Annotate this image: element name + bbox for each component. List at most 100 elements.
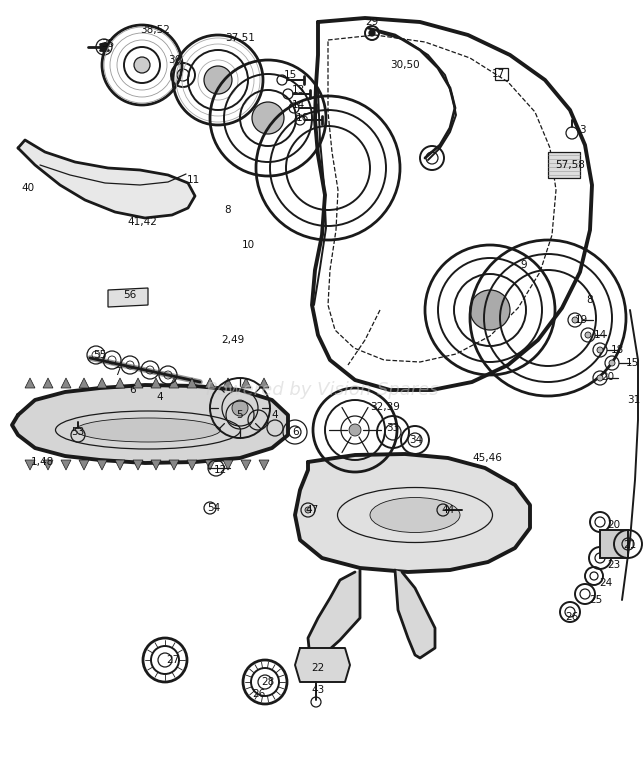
Text: 31: 31 (627, 395, 641, 405)
Text: 35: 35 (101, 39, 115, 49)
Text: 14: 14 (593, 330, 607, 340)
Polygon shape (187, 378, 197, 388)
Text: 38,52: 38,52 (140, 25, 170, 35)
Text: 21: 21 (623, 540, 637, 550)
Polygon shape (12, 385, 288, 463)
Text: 53: 53 (71, 427, 84, 437)
Text: 24: 24 (600, 578, 612, 588)
Polygon shape (259, 460, 269, 470)
Polygon shape (187, 460, 197, 470)
Text: 23: 23 (607, 560, 621, 570)
Text: 30,50: 30,50 (390, 60, 420, 70)
Polygon shape (61, 378, 71, 388)
Text: 8: 8 (225, 205, 231, 215)
Text: 17: 17 (491, 69, 505, 79)
Text: 7: 7 (114, 367, 120, 377)
Text: 56: 56 (124, 290, 137, 300)
Text: 4: 4 (272, 410, 278, 420)
Circle shape (597, 375, 603, 381)
Polygon shape (133, 378, 143, 388)
Polygon shape (205, 460, 215, 470)
Text: 20: 20 (607, 520, 621, 530)
Text: 26: 26 (565, 612, 578, 622)
Text: 8: 8 (587, 295, 593, 305)
Text: 4: 4 (156, 392, 164, 402)
Polygon shape (548, 152, 580, 178)
Circle shape (470, 290, 510, 330)
Text: 33: 33 (386, 423, 400, 433)
Text: 3: 3 (579, 125, 585, 135)
Polygon shape (18, 140, 195, 218)
Polygon shape (295, 648, 350, 682)
Circle shape (369, 30, 375, 36)
Text: 1,48: 1,48 (30, 457, 53, 467)
Text: 40: 40 (21, 183, 35, 193)
Text: 19: 19 (574, 315, 587, 325)
Circle shape (100, 43, 108, 51)
Text: 12: 12 (213, 465, 227, 475)
Circle shape (349, 424, 361, 436)
Polygon shape (79, 460, 89, 470)
Text: 14: 14 (291, 100, 305, 110)
Polygon shape (79, 378, 89, 388)
Polygon shape (133, 460, 143, 470)
Text: 18: 18 (611, 345, 623, 355)
Text: 6: 6 (292, 427, 299, 437)
Text: 10: 10 (242, 240, 254, 250)
Text: 47: 47 (305, 505, 319, 515)
Text: 25: 25 (589, 595, 603, 605)
Circle shape (204, 66, 232, 94)
Ellipse shape (370, 498, 460, 532)
Polygon shape (241, 460, 251, 470)
Circle shape (252, 102, 284, 134)
Circle shape (305, 507, 311, 513)
Polygon shape (97, 460, 107, 470)
Polygon shape (25, 460, 35, 470)
Text: 11: 11 (186, 175, 200, 185)
Text: 41,42: 41,42 (127, 217, 157, 227)
Polygon shape (108, 288, 148, 307)
Polygon shape (61, 460, 71, 470)
Polygon shape (241, 378, 251, 388)
Text: 55: 55 (93, 350, 107, 360)
Text: 45,46: 45,46 (472, 453, 502, 463)
Polygon shape (25, 378, 35, 388)
Text: 37,51: 37,51 (225, 33, 255, 43)
Text: 32,39: 32,39 (370, 402, 400, 412)
Polygon shape (259, 378, 269, 388)
Text: 26: 26 (252, 689, 265, 699)
Text: 2,49: 2,49 (222, 335, 245, 345)
Polygon shape (205, 378, 215, 388)
Polygon shape (115, 460, 125, 470)
Text: 15: 15 (283, 70, 297, 80)
Text: 5: 5 (237, 410, 243, 420)
Circle shape (572, 317, 578, 323)
Circle shape (585, 332, 591, 338)
Text: Powered by Vision Spares: Powered by Vision Spares (205, 381, 439, 399)
Text: 34: 34 (410, 435, 422, 445)
Polygon shape (308, 570, 360, 658)
Polygon shape (43, 460, 53, 470)
Text: 15: 15 (625, 358, 639, 368)
Text: 6: 6 (129, 385, 137, 395)
Polygon shape (223, 460, 233, 470)
Circle shape (609, 360, 615, 366)
Circle shape (597, 347, 603, 353)
Text: 20: 20 (601, 372, 614, 382)
Polygon shape (295, 454, 530, 572)
Text: 44: 44 (441, 505, 455, 515)
Polygon shape (43, 378, 53, 388)
Text: 57,58: 57,58 (555, 160, 585, 170)
Polygon shape (169, 378, 179, 388)
Circle shape (232, 400, 248, 416)
Text: 13: 13 (291, 85, 305, 95)
Text: 9: 9 (521, 260, 527, 270)
Text: 29: 29 (365, 17, 379, 27)
Polygon shape (97, 378, 107, 388)
Polygon shape (151, 460, 161, 470)
Text: 27: 27 (166, 655, 180, 665)
Polygon shape (169, 460, 179, 470)
Text: 54: 54 (207, 503, 221, 513)
Polygon shape (223, 378, 233, 388)
Polygon shape (115, 378, 125, 388)
